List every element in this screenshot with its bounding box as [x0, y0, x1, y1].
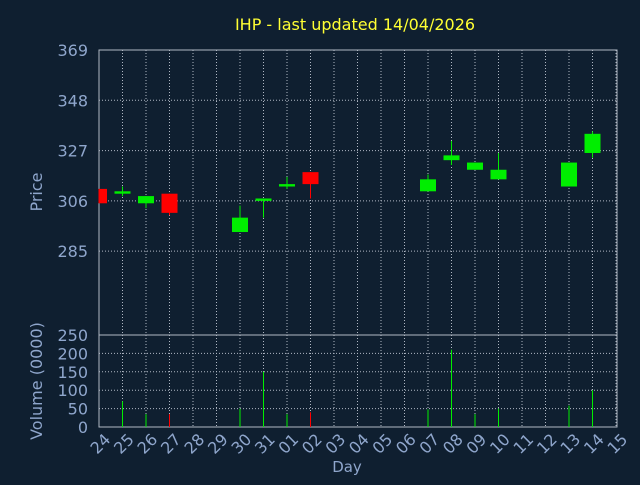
- x-axis-label: Day: [332, 458, 362, 476]
- candle-07: [420, 174, 436, 192]
- candle-14: [584, 131, 601, 158]
- candle-body: [584, 133, 601, 153]
- candle-body: [420, 179, 436, 192]
- candle-30: [232, 205, 248, 233]
- price-grid: [98, 49, 618, 336]
- candle-10: [490, 152, 507, 180]
- candles-group: [98, 131, 601, 233]
- candle-body: [232, 217, 248, 233]
- candle-27: [161, 193, 178, 216]
- candle-body: [443, 155, 460, 161]
- candle-body: [302, 172, 319, 185]
- price-tick-label: 285: [57, 242, 88, 261]
- candle-body: [467, 162, 483, 170]
- candle-body: [161, 193, 178, 213]
- volume-tick-label: 50: [68, 400, 88, 419]
- candle-24: [98, 188, 107, 204]
- price-tick-label: 348: [57, 91, 88, 110]
- price-tick-label: 306: [57, 192, 88, 211]
- candle-body: [279, 184, 295, 187]
- candle-body: [138, 196, 154, 204]
- candle-body: [99, 188, 107, 204]
- candle-body: [255, 198, 272, 201]
- volume-tick-label: 0: [78, 418, 88, 437]
- candle-26: [138, 196, 154, 209]
- price-axis-label: Price: [27, 172, 46, 211]
- chart-title: IHP - last updated 14/04/2026: [235, 15, 475, 34]
- price-tick-label: 250: [57, 326, 88, 345]
- candle-08: [443, 141, 460, 165]
- volume-tick-label: 150: [57, 363, 88, 382]
- candle-body: [114, 191, 131, 194]
- candle-31: [255, 198, 272, 218]
- candle-body: [490, 169, 507, 180]
- price-tick-label: 327: [57, 142, 88, 161]
- x-tick-labels: 2425262728293031010203040506070809101112…: [86, 430, 631, 458]
- candle-02: [302, 172, 319, 199]
- volume-bars-group: [122, 349, 593, 427]
- candle-body: [561, 162, 577, 187]
- volume-grid: [98, 334, 618, 428]
- candle-01: [279, 176, 295, 189]
- x-tick-label: 15: [603, 430, 631, 458]
- candle-25: [114, 186, 131, 197]
- candle-09: [467, 162, 483, 170]
- volume-tick-label: 100: [57, 381, 88, 400]
- candle-13: [561, 162, 577, 187]
- price-tick-label: 369: [57, 41, 88, 60]
- volume-axis-label: Volume (0000): [27, 322, 46, 440]
- volume-tick-label: 200: [57, 344, 88, 363]
